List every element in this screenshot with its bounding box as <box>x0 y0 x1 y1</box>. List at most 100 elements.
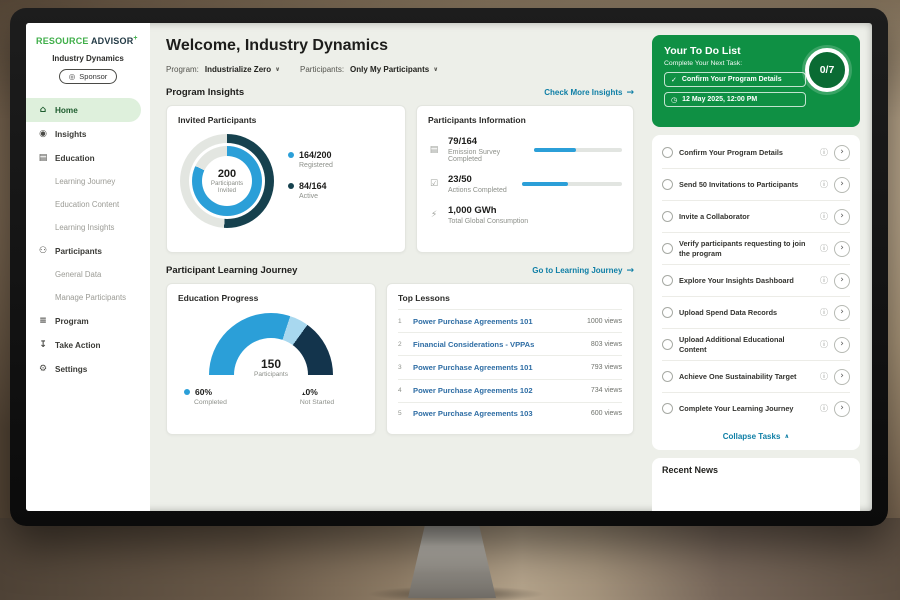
info-icon[interactable]: ⓘ <box>820 404 828 413</box>
task-label: Upload Spend Data Records <box>679 307 778 317</box>
sidebar-item-program[interactable]: ≡ Program <box>26 309 150 333</box>
arrow-right-icon: → <box>626 87 634 98</box>
link-label: Go to Learning Journey <box>532 266 623 275</box>
lesson-link[interactable]: Power Purchase Agreements 101 <box>413 316 533 326</box>
chevron-right-icon[interactable]: › <box>834 208 850 225</box>
task-checkbox[interactable] <box>662 339 673 350</box>
task-checkbox[interactable] <box>662 275 673 286</box>
sidebar-item-learning-insights[interactable]: Learning Insights <box>26 216 150 239</box>
task-checkbox[interactable] <box>662 243 673 254</box>
donut-center-value: 200 <box>217 167 237 180</box>
sidebar-item-insights[interactable]: ◉ Insights <box>26 122 150 146</box>
task-label: Confirm Your Program Details <box>679 147 783 157</box>
chevron-right-icon[interactable]: › <box>834 272 850 289</box>
todo-progress-ring: 0/7 <box>805 48 849 92</box>
sidebar-item-education-content[interactable]: Education Content <box>26 193 150 216</box>
task-checkbox[interactable] <box>662 307 673 318</box>
info-label: Actions Completed <box>448 187 507 194</box>
task-label: Verify participants requesting to join t… <box>679 239 806 258</box>
info-icon[interactable]: ⓘ <box>820 340 828 349</box>
collapse-label: Collapse Tasks <box>722 432 781 441</box>
lesson-link[interactable]: Power Purchase Agreements 102 <box>413 386 533 396</box>
todo-task[interactable]: Upload Spend Data Records ⓘ › <box>662 297 850 329</box>
chevron-right-icon[interactable]: › <box>834 304 850 321</box>
chevron-glyph: › <box>840 403 844 413</box>
sidebar-item-label: Manage Participants <box>55 293 127 302</box>
task-label: Achieve One Sustainability Target <box>679 371 797 381</box>
chevron-right-icon[interactable]: › <box>834 336 850 353</box>
todo-task[interactable]: Verify participants requesting to join t… <box>662 233 850 265</box>
task-checkbox[interactable] <box>662 211 673 222</box>
sidebar-item-home[interactable]: ⌂ Home <box>26 98 141 122</box>
lesson-link[interactable]: Power Purchase Agreements 103 <box>413 409 533 419</box>
sidebar-item-settings[interactable]: ⚙ Settings <box>26 357 150 381</box>
sidebar-item-learning-journey[interactable]: Learning Journey <box>26 170 150 193</box>
brand-plus: + <box>133 35 138 42</box>
check-icon: ✓ <box>671 75 677 84</box>
task-checkbox[interactable] <box>662 179 673 190</box>
collapse-tasks-link[interactable]: Collapse Tasks ∧ <box>662 424 850 448</box>
task-checkbox[interactable] <box>662 371 673 382</box>
lesson-rank: 1 <box>398 317 402 325</box>
todo-task[interactable]: Achieve One Sustainability Target ⓘ › <box>662 361 850 393</box>
brand-resource: RESOURCE <box>36 36 89 46</box>
program-filter-dropdown[interactable]: Industrialize Zero ∨ <box>205 65 280 74</box>
chevron-right-icon[interactable]: › <box>834 144 850 161</box>
sidebar-item-label: General Data <box>55 270 102 279</box>
lesson-views: 793 views <box>590 363 622 371</box>
take-action-icon: ↧ <box>39 340 47 350</box>
sidebar-item-participants[interactable]: ⚇ Participants <box>26 239 150 263</box>
filter-bar: Program: Industrialize Zero ∨ Participan… <box>166 65 634 74</box>
education-progress-card: Education Progress 150 Participants 60% … <box>166 283 376 437</box>
info-icon[interactable]: ⓘ <box>820 244 828 253</box>
lesson-row: 5 Power Purchase Agreements 103 600 view… <box>398 401 622 425</box>
chevron-right-icon[interactable]: › <box>834 368 850 385</box>
todo-header-card: Your To Do List Complete Your Next Task:… <box>652 35 860 127</box>
chevron-right-icon[interactable]: › <box>834 400 850 417</box>
todo-panel: Your To Do List Complete Your Next Task:… <box>648 23 872 511</box>
sidebar-item-education[interactable]: ▤ Education <box>26 146 150 170</box>
lesson-views: 1000 views <box>586 317 622 325</box>
org-name: Industry Dynamics <box>52 54 124 63</box>
chevron-right-icon[interactable]: › <box>834 176 850 193</box>
info-icon[interactable]: ⓘ <box>820 372 828 381</box>
check-more-insights-link[interactable]: Check More Insights → <box>544 88 634 98</box>
info-icon[interactable]: ⓘ <box>820 148 828 157</box>
todo-task[interactable]: Invite a Collaborator ⓘ › <box>662 201 850 233</box>
info-icon[interactable]: ⓘ <box>820 212 828 221</box>
participants-filter-dropdown[interactable]: Only My Participants ∨ <box>350 65 438 74</box>
todo-task[interactable]: Send 50 Invitations to Participants ⓘ › <box>662 169 850 201</box>
info-icon[interactable]: ⓘ <box>820 276 828 285</box>
lesson-row: 2 Financial Considerations - VPPAs 803 v… <box>398 332 622 355</box>
todo-task[interactable]: Explore Your Insights Dashboard ⓘ › <box>662 265 850 297</box>
program-insights-cards: Invited Participants 200 Participants In… <box>166 105 634 253</box>
info-icon[interactable]: ⓘ <box>820 308 828 317</box>
todo-title: Your To Do List <box>664 45 741 57</box>
go-to-learning-journey-link[interactable]: Go to Learning Journey → <box>532 266 634 276</box>
sidebar-item-take-action[interactable]: ↧ Take Action <box>26 333 150 357</box>
legend-label: Registered <box>299 162 333 169</box>
task-checkbox[interactable] <box>662 147 673 158</box>
task-label: Explore Your Insights Dashboard <box>679 275 794 285</box>
program-insights-section-header: Program Insights Check More Insights → <box>166 87 634 98</box>
page-title: Welcome, Industry Dynamics <box>166 37 388 54</box>
task-checkbox[interactable] <box>662 403 673 414</box>
lesson-link[interactable]: Power Purchase Agreements 101 <box>413 362 533 372</box>
info-icon[interactable]: ⓘ <box>820 180 828 189</box>
chevron-down-icon: ∨ <box>433 66 439 73</box>
info-row-emission-survey: ▤ 79/164 Emission Survey Completed <box>428 136 622 163</box>
sponsor-icon: ◎ <box>68 72 76 81</box>
legend-active: 84/164 Active <box>288 181 333 200</box>
lesson-link[interactable]: Financial Considerations - VPPAs <box>413 339 535 349</box>
todo-task[interactable]: Upload Additional Educational Content ⓘ … <box>662 329 850 361</box>
sidebar-item-label: Home <box>55 105 78 115</box>
education-icon: ▤ <box>38 153 48 163</box>
legend-completed: 60% Completed <box>184 387 227 406</box>
todo-task[interactable]: Complete Your Learning Journey ⓘ › <box>662 393 850 424</box>
todo-tasks-card: Confirm Your Program Details ⓘ › Send 50… <box>652 135 860 450</box>
lesson-rank: 2 <box>398 340 402 348</box>
chevron-right-icon[interactable]: › <box>834 240 850 257</box>
sidebar-item-manage-participants[interactable]: Manage Participants <box>26 286 150 309</box>
sidebar-item-general-data[interactable]: General Data <box>26 263 150 286</box>
todo-task[interactable]: Confirm Your Program Details ⓘ › <box>662 137 850 169</box>
